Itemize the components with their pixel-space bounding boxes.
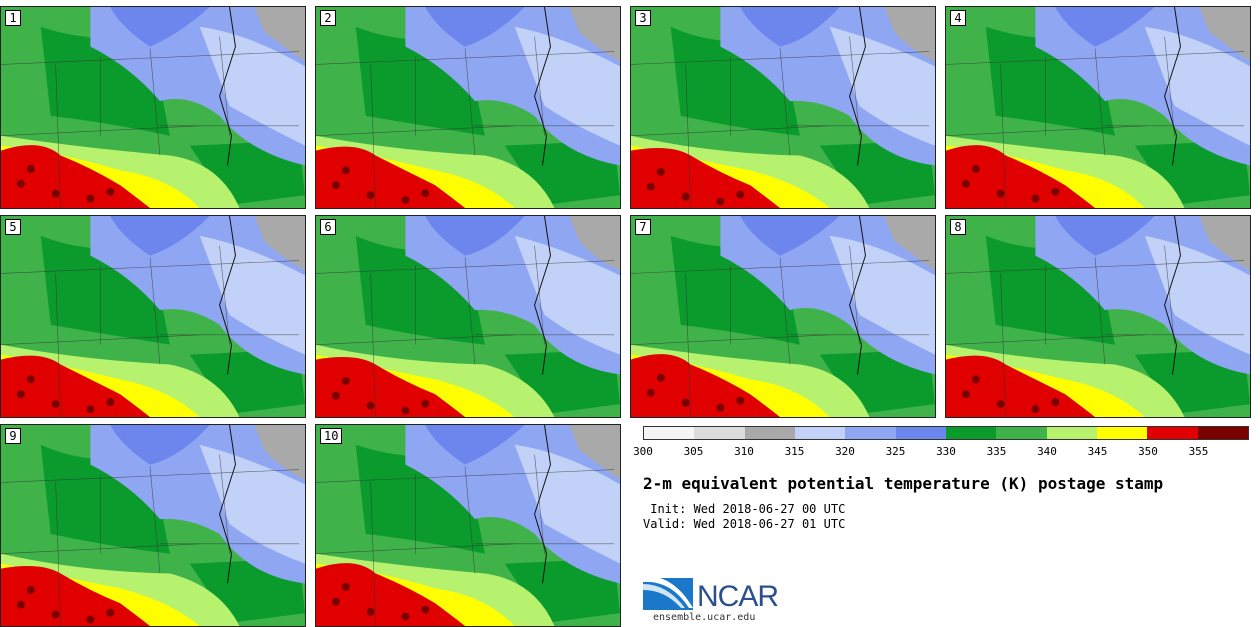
colorbar-tick-label: 350: [1138, 445, 1158, 458]
colorbar: [643, 426, 1249, 440]
member-panel-2: 2: [315, 6, 621, 209]
colorbar-tick-label: 330: [936, 445, 956, 458]
colorbar-tick-label: 335: [986, 445, 1007, 458]
member-map-3: [631, 7, 935, 208]
member-map-2: [316, 7, 620, 208]
member-label: 4: [950, 10, 966, 26]
colorbar-tick-label: 355: [1188, 445, 1209, 458]
colorbar-tick-label: 340: [1037, 445, 1057, 458]
logo-text: NCAR: [697, 580, 779, 613]
valid-time: Valid: Wed 2018-06-27 01 UTC: [643, 517, 846, 531]
colorbar-bin-315: [794, 427, 846, 439]
colorbar-bin-335: [996, 427, 1047, 439]
colorbar-bin-300: [644, 427, 695, 439]
ncar-logo-icon: [643, 575, 693, 610]
member-label: 7: [635, 219, 651, 235]
member-label: 10: [320, 428, 343, 444]
colorbar-tick-label: 320: [835, 445, 855, 458]
init-time: Init: Wed 2018-06-27 00 UTC: [643, 502, 846, 516]
member-panel-8: 8: [945, 215, 1251, 418]
colorbar-tick-label: 315: [784, 445, 805, 458]
colorbar-bin-355: [1197, 427, 1248, 439]
colorbar-bin-340: [1046, 427, 1097, 439]
colorbar-tick-label: 345: [1087, 445, 1108, 458]
colorbar-tick-label: 325: [885, 445, 906, 458]
chart-title: 2-m equivalent potential temperature (K)…: [643, 474, 1164, 493]
member-panel-6: 6: [315, 215, 621, 418]
member-label: 9: [5, 428, 21, 444]
member-label: 1: [5, 10, 21, 26]
member-panel-7: 7: [630, 215, 936, 418]
member-map-6: [316, 216, 620, 417]
colorbar-bin-350: [1147, 427, 1198, 439]
member-map-10: [316, 425, 620, 626]
colorbar-tick-label: 310: [734, 445, 754, 458]
member-label: 6: [320, 219, 336, 235]
colorbar-bin-320: [845, 427, 896, 439]
member-map-1: [1, 7, 305, 208]
logo-url: ensemble.ucar.edu: [653, 612, 756, 623]
colorbar-tick-label: 305: [683, 445, 704, 458]
member-map-9: [1, 425, 305, 626]
member-label: 8: [950, 219, 966, 235]
member-panel-1: 1: [0, 6, 306, 209]
colorbar-bin-325: [895, 427, 946, 439]
member-label: 2: [320, 10, 336, 26]
member-map-7: [631, 216, 935, 417]
colorbar-bin-345: [1096, 427, 1148, 439]
member-panel-3: 3: [630, 6, 936, 209]
member-panel-5: 5: [0, 215, 306, 418]
member-panel-10: 10: [315, 424, 621, 627]
member-map-8: [946, 216, 1250, 417]
colorbar-bin-310: [744, 427, 795, 439]
colorbar-tick-label: 300: [633, 445, 653, 458]
member-panel-4: 4: [945, 6, 1251, 209]
colorbar-bin-305: [694, 427, 745, 439]
member-label: 3: [635, 10, 651, 26]
member-label: 5: [5, 219, 21, 235]
colorbar-bin-330: [945, 427, 997, 439]
member-panel-9: 9: [0, 424, 306, 627]
member-map-4: [946, 7, 1250, 208]
member-map-5: [1, 216, 305, 417]
